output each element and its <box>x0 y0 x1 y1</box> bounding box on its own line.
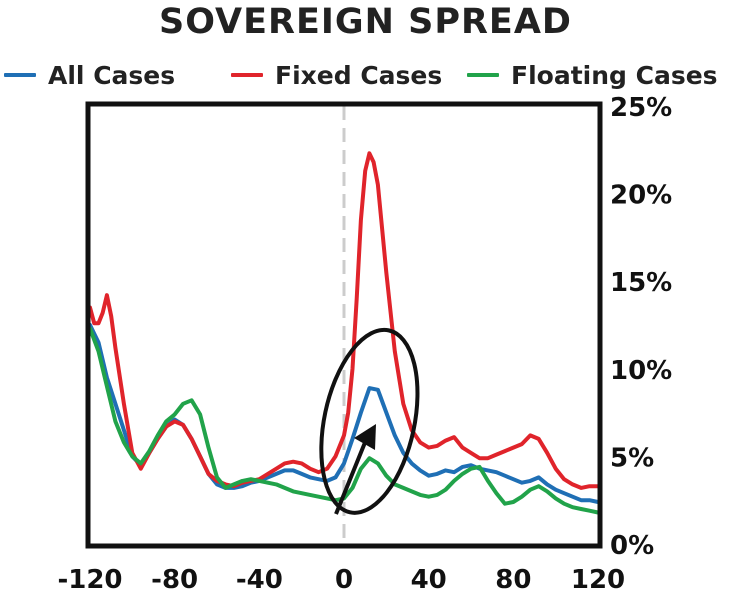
x-tick-label: -120 <box>57 565 122 595</box>
y-tick-label: 10% <box>610 356 672 386</box>
plot-frame <box>85 101 603 549</box>
legend-label-fixed-cases: Fixed Cases <box>275 60 443 90</box>
chart-title: SOVEREIGN SPREAD <box>159 2 572 42</box>
legend: All Cases Fixed Cases Floating Cases <box>0 58 731 92</box>
legend-swatch-floating-cases <box>467 73 499 77</box>
highlight-arrow-shaft <box>334 439 368 515</box>
series-line-fixed-cases <box>88 151 600 490</box>
legend-item-fixed-cases: Fixed Cases <box>231 58 442 92</box>
legend-label-all-cases: All Cases <box>48 60 176 90</box>
x-tick-labels: -120 -80 -40 0 40 80 120 <box>57 565 625 595</box>
highlight-ellipse <box>319 327 420 515</box>
x-tick-label: 40 <box>411 565 447 595</box>
x-tick-label: 0 <box>335 565 353 595</box>
highlight-arrow-head <box>354 424 376 450</box>
x-tick-label: -80 <box>151 565 198 595</box>
legend-swatch-all-cases <box>4 73 36 77</box>
y-tick-label: 5% <box>610 443 654 473</box>
x-tick-label: 120 <box>571 565 625 595</box>
legend-item-all-cases: All Cases <box>4 58 175 92</box>
legend-item-floating-cases: Floating Cases <box>467 58 718 92</box>
y-tick-label: 0% <box>610 531 654 561</box>
y-tick-labels: 0% 5% 10% 15% 20% 25% <box>610 93 672 561</box>
x-tick-label: -40 <box>236 565 283 595</box>
legend-label-floating-cases: Floating Cases <box>511 60 718 90</box>
annotation-layer <box>319 327 420 515</box>
legend-swatch-fixed-cases <box>231 73 263 77</box>
y-tick-label: 20% <box>610 181 672 211</box>
y-tick-label: 15% <box>610 268 672 298</box>
y-tick-label: 25% <box>610 93 672 123</box>
x-tick-label: 80 <box>495 565 531 595</box>
